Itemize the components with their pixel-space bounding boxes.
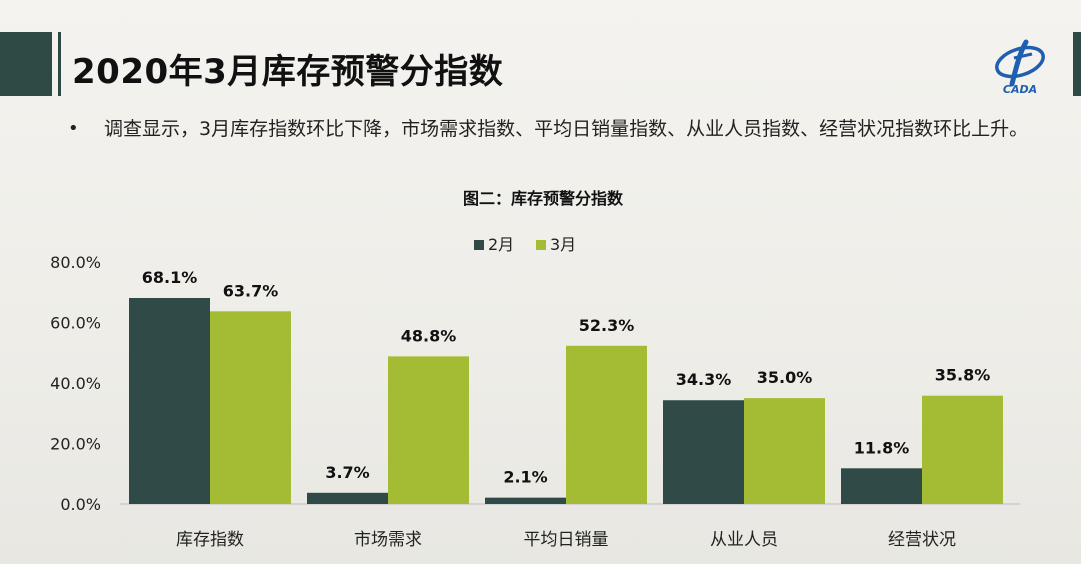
logo-text: CADA xyxy=(1003,83,1037,96)
bar xyxy=(744,398,825,504)
bar xyxy=(841,468,922,504)
data-label: 2.1% xyxy=(503,468,547,487)
chart-title: 图二：库存预警分指数 xyxy=(463,189,624,208)
bar xyxy=(485,497,566,504)
title-accent-block xyxy=(0,32,52,96)
legend-label: 2月 xyxy=(488,235,514,254)
legend-swatch xyxy=(474,240,484,250)
data-label: 52.3% xyxy=(579,316,635,335)
data-label: 35.8% xyxy=(935,366,991,385)
data-label: 34.3% xyxy=(676,370,732,389)
right-accent-block xyxy=(1073,32,1081,96)
data-labels-group: 68.1% 63.7% 3.7% 48.8% 2.1% 52.3% 34.3% 35.0% 11… xyxy=(142,268,991,487)
y-tick-label: 20.0% xyxy=(50,435,101,454)
data-label: 35.0% xyxy=(757,368,813,387)
bar xyxy=(566,345,647,504)
legend-swatch xyxy=(536,240,546,250)
legend-label: 3月 xyxy=(550,235,576,254)
bar xyxy=(307,492,388,504)
y-tick-label: 40.0% xyxy=(50,374,101,393)
bars-group xyxy=(129,297,1003,504)
chart-legend: 2月 3月 xyxy=(474,235,576,254)
bar xyxy=(129,297,210,504)
bar xyxy=(210,311,291,504)
x-tick-label: 市场需求 xyxy=(354,530,422,550)
x-tick-label: 库存指数 xyxy=(176,530,244,550)
y-tick-label: 0.0% xyxy=(60,495,101,514)
data-label: 3.7% xyxy=(325,463,369,482)
y-tick-label: 80.0% xyxy=(50,253,101,272)
data-label: 63.7% xyxy=(223,281,279,300)
x-tick-label: 经营状况 xyxy=(888,530,956,550)
bar xyxy=(663,400,744,504)
bar-chart: 图二：库存预警分指数 2月 3月 0.0% 20.0% 40.0% 60.0% 80.0%… xyxy=(50,189,1020,550)
data-label: 11.8% xyxy=(854,438,910,457)
bullet-marker: • xyxy=(68,118,79,139)
page-title: 2020年3月库存预警分指数 xyxy=(72,52,504,92)
x-axis-labels: 库存指数 市场需求 平均日销量 从业人员 经营状况 xyxy=(176,530,956,550)
data-label: 48.8% xyxy=(401,326,457,345)
bullet-text: 调查显示，3月库存指数环比下降，市场需求指数、平均日销量指数、从业人员指数、经营… xyxy=(104,118,1029,140)
bar xyxy=(388,356,469,504)
x-tick-label: 从业人员 xyxy=(710,530,778,550)
bar xyxy=(922,395,1003,504)
title-accent-line xyxy=(58,32,61,96)
data-label: 68.1% xyxy=(142,268,198,287)
cada-logo-icon: CADA xyxy=(995,39,1045,96)
y-tick-label: 60.0% xyxy=(50,314,101,333)
x-tick-label: 平均日销量 xyxy=(524,530,609,550)
